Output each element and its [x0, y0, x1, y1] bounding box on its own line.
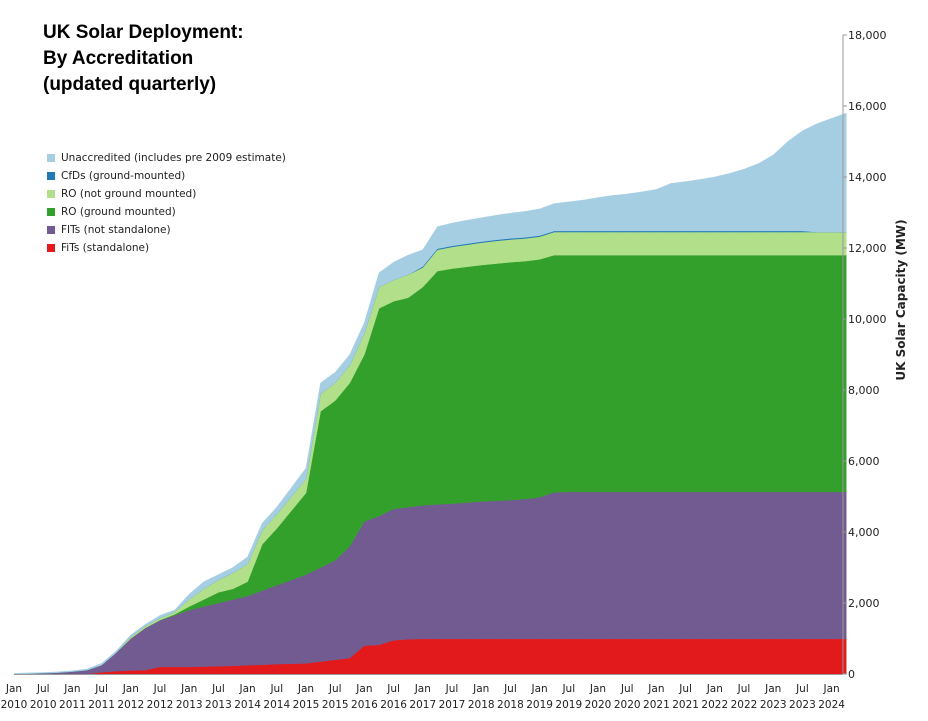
- x-tick-label-month: Jan: [823, 683, 840, 695]
- x-tick-label-month: Jan: [706, 683, 723, 695]
- x-tick-label-year: 2014: [263, 699, 290, 711]
- x-tick-label-year: 2019: [526, 699, 553, 711]
- legend-label: CfDs (ground-mounted): [61, 170, 186, 182]
- x-tick-label-year: 2015: [293, 699, 320, 711]
- x-tick-label-month: Jan: [414, 683, 431, 695]
- legend-item: RO (not ground mounted): [47, 185, 286, 203]
- legend-swatch: [47, 208, 55, 216]
- y-tick-label: 6,000: [848, 455, 880, 468]
- y-tick-label: 16,000: [848, 100, 887, 113]
- x-tick-label-month: Jul: [561, 683, 575, 695]
- x-tick-label-month: Jul: [328, 683, 342, 695]
- x-tick-label-month: Jan: [180, 683, 197, 695]
- x-tick-label-year: 2021: [672, 699, 699, 711]
- x-tick-label-month: Jan: [647, 683, 664, 695]
- y-tick-label: 14,000: [848, 171, 887, 184]
- chart-title: UK Solar Deployment: By Accreditation (u…: [43, 20, 244, 98]
- x-tick-label-year: 2017: [409, 699, 436, 711]
- x-tick-label-month: Jul: [36, 683, 50, 695]
- x-tick-label-year: 2011: [88, 699, 115, 711]
- y-axis-label: UK Solar Capacity (MW): [894, 219, 908, 380]
- x-tick-label-year: 2021: [643, 699, 670, 711]
- x-tick-label-year: 2020: [614, 699, 641, 711]
- x-tick-label-month: Jan: [355, 683, 372, 695]
- x-tick-label-year: 2010: [30, 699, 57, 711]
- x-tick-label-month: Jan: [531, 683, 548, 695]
- x-tick-label-year: 2015: [322, 699, 349, 711]
- legend-label: FiTs (standalone): [61, 242, 150, 254]
- y-tick-label: 0: [848, 668, 855, 681]
- x-tick-label-month: Jan: [472, 683, 489, 695]
- x-tick-label-year: 2011: [59, 699, 86, 711]
- x-tick-label-year: 2019: [555, 699, 582, 711]
- x-tick-label-month: Jul: [795, 683, 809, 695]
- y-tick-label: 10,000: [848, 313, 887, 326]
- x-tick-label-year: 2023: [789, 699, 816, 711]
- legend-swatch: [47, 244, 55, 252]
- x-tick-label-month: Jul: [153, 683, 167, 695]
- x-tick-label-month: Jan: [239, 683, 256, 695]
- x-tick-label-year: 2022: [701, 699, 728, 711]
- legend-swatch: [47, 154, 55, 162]
- legend-swatch: [47, 190, 55, 198]
- x-tick-label-year: 2017: [439, 699, 466, 711]
- x-tick-label-year: 2016: [351, 699, 378, 711]
- y-tick-label: 12,000: [848, 242, 887, 255]
- x-tick-label-year: 2012: [117, 699, 144, 711]
- y-tick-label: 2,000: [848, 597, 880, 610]
- x-tick-label-month: Jan: [5, 683, 22, 695]
- x-tick-label-year: 2010: [1, 699, 28, 711]
- x-tick-label-month: Jul: [211, 683, 225, 695]
- y-tick-label: 18,000: [848, 29, 887, 42]
- x-tick-label-year: 2016: [380, 699, 407, 711]
- x-tick-label-month: Jul: [445, 683, 459, 695]
- x-tick-label-month: Jan: [297, 683, 314, 695]
- legend: Unaccredited (includes pre 2009 estimate…: [47, 149, 286, 257]
- legend-label: FITs (not standalone): [61, 224, 171, 236]
- x-tick-label-year: 2024: [818, 699, 845, 711]
- x-tick-label-year: 2013: [176, 699, 203, 711]
- area-unaccredited-includes-pre-2009-estimate: [13, 112, 847, 675]
- x-tick-label-month: Jul: [503, 683, 517, 695]
- y-tick-label: 4,000: [848, 526, 880, 539]
- chart-title-line: (updated quarterly): [43, 74, 217, 95]
- legend-swatch: [47, 226, 55, 234]
- x-tick-label-year: 2014: [234, 699, 261, 711]
- legend-item: RO (ground mounted): [47, 203, 286, 221]
- chart-title-line: By Accreditation: [43, 48, 194, 69]
- x-tick-label-year: 2023: [760, 699, 787, 711]
- x-tick-label-month: Jul: [620, 683, 634, 695]
- x-tick-label-month: Jul: [678, 683, 692, 695]
- x-tick-label-year: 2013: [205, 699, 232, 711]
- chart-title-line: UK Solar Deployment:: [43, 22, 244, 43]
- x-tick-label-month: Jan: [63, 683, 80, 695]
- legend-swatch: [47, 172, 55, 180]
- x-tick-label-year: 2022: [731, 699, 758, 711]
- x-tick-label-month: Jul: [269, 683, 283, 695]
- x-tick-label-year: 2018: [468, 699, 495, 711]
- x-tick-label-month: Jan: [122, 683, 139, 695]
- x-tick-label-month: Jul: [94, 683, 108, 695]
- legend-item: FITs (not standalone): [47, 221, 286, 239]
- x-tick-label-month: Jan: [589, 683, 606, 695]
- legend-label: RO (not ground mounted): [61, 188, 197, 200]
- x-tick-label-year: 2018: [497, 699, 524, 711]
- legend-item: CfDs (ground-mounted): [47, 167, 286, 185]
- x-tick-label-year: 2012: [147, 699, 174, 711]
- x-tick-label-month: Jan: [764, 683, 781, 695]
- legend-item: Unaccredited (includes pre 2009 estimate…: [47, 149, 286, 167]
- x-tick-label-month: Jul: [737, 683, 751, 695]
- legend-item: FiTs (standalone): [47, 239, 286, 257]
- legend-label: RO (ground mounted): [61, 206, 176, 218]
- x-tick-label-year: 2020: [585, 699, 612, 711]
- x-tick-label-month: Jul: [386, 683, 400, 695]
- legend-label: Unaccredited (includes pre 2009 estimate…: [61, 152, 286, 164]
- y-tick-label: 8,000: [848, 384, 880, 397]
